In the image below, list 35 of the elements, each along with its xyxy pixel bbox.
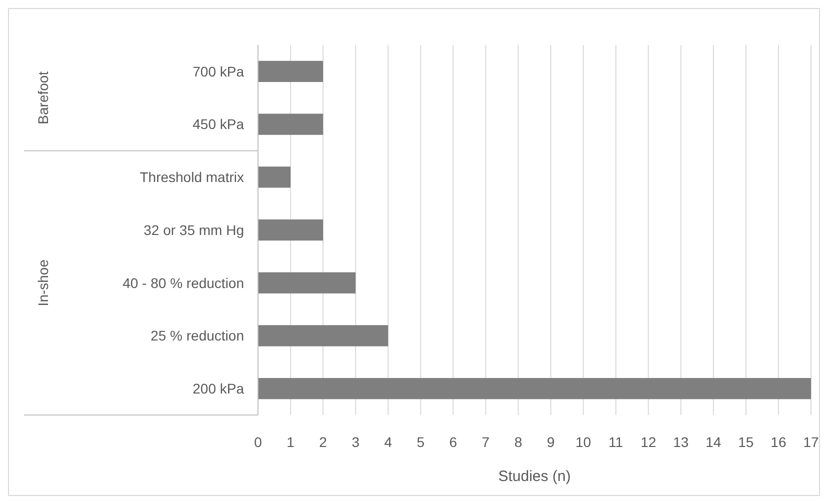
x-tick-label: 13	[673, 434, 689, 450]
bar	[258, 166, 291, 188]
y-tick-label: 40 - 80 % reduction	[122, 274, 244, 291]
x-tick-label: 8	[514, 434, 522, 450]
text: Barefoot	[35, 71, 51, 124]
bar	[258, 378, 811, 400]
x-axis-title: Studies (n)	[498, 468, 571, 485]
x-tick-label: 5	[416, 434, 425, 450]
y-tick-label: 32 or 35 mm Hg	[144, 222, 244, 238]
y-tick-label: 200 kPa	[192, 380, 244, 396]
x-tick-label: 10	[576, 434, 592, 450]
x-tick-label: 0	[254, 434, 262, 450]
bar	[258, 272, 356, 294]
y-tick-label: 700 kPa	[192, 63, 244, 80]
x-tick-label: 7	[482, 434, 490, 450]
x-tick-label: 17	[803, 434, 819, 450]
x-tick-label: 6	[449, 434, 458, 450]
bar	[258, 325, 388, 346]
bar	[258, 219, 324, 241]
y-tick-label: Threshold matrix	[140, 169, 244, 186]
x-tick-label: 14	[706, 434, 722, 450]
x-tick-label: 3	[352, 434, 360, 450]
bar	[258, 114, 324, 135]
x-tick-label: 9	[546, 434, 555, 450]
bar	[258, 60, 324, 82]
x-tick-label: 2	[319, 434, 328, 450]
x-tick-label: 1	[286, 434, 295, 450]
text: In-shoe	[35, 259, 51, 306]
x-tick-label: 11	[608, 434, 624, 450]
y-tick-label: 450 kPa	[192, 116, 244, 132]
y-tick-label: 25 % reduction	[150, 328, 244, 344]
x-tick-label: 4	[384, 434, 392, 450]
x-tick-label: 15	[738, 434, 754, 450]
x-tick-label: 12	[640, 434, 656, 450]
x-tick-label: 16	[770, 434, 786, 450]
